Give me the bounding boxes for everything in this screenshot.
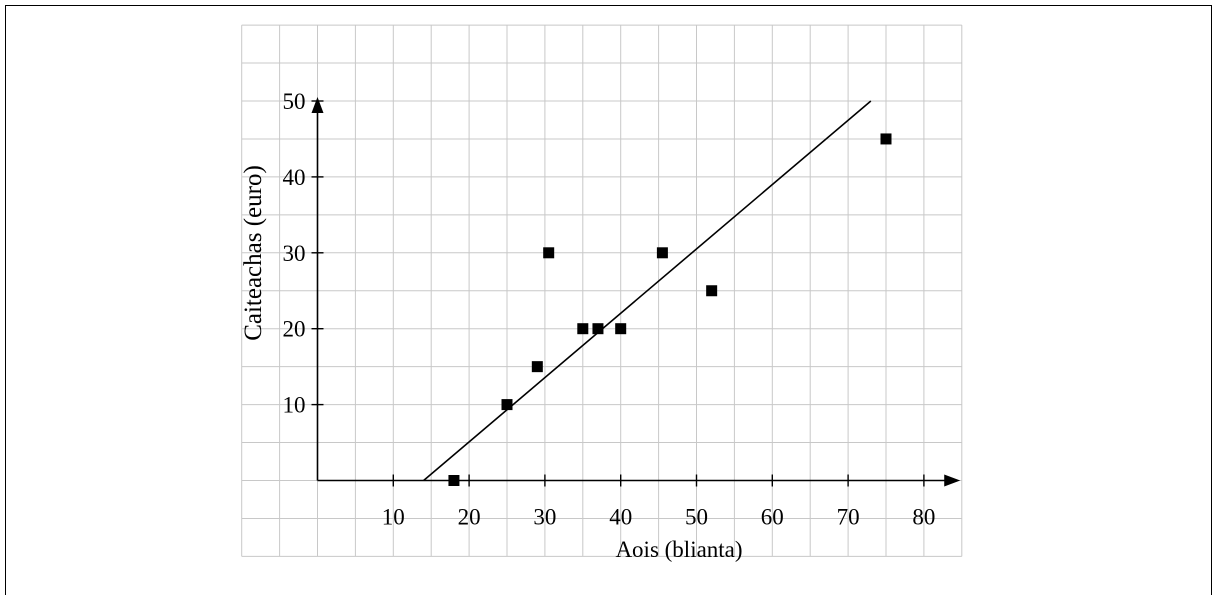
x-tick-label: 50 — [685, 505, 708, 530]
y-tick-label: 20 — [283, 317, 306, 342]
y-axis-arrow — [311, 97, 324, 113]
x-tick-label: 60 — [761, 505, 784, 530]
data-point — [543, 247, 555, 259]
x-tick-label: 70 — [837, 505, 860, 530]
x-tick-label: 80 — [912, 505, 935, 530]
y-tick-label: 30 — [283, 241, 306, 266]
y-tick-label: 50 — [283, 89, 306, 114]
ticks: 10 20 30 40 50 60 70 80 10 20 30 40 50 — [283, 89, 936, 530]
data-point — [592, 323, 604, 335]
grid — [241, 24, 963, 557]
data-points — [448, 133, 892, 486]
data-point — [656, 247, 668, 259]
x-tick-label: 40 — [609, 505, 632, 530]
data-point — [448, 475, 460, 486]
x-axis-arrow — [944, 474, 961, 487]
line-of-best-fit — [423, 100, 872, 482]
x-tick-label: 20 — [458, 505, 481, 530]
axes — [311, 97, 961, 487]
data-point — [577, 323, 589, 335]
y-tick-label: 40 — [283, 165, 306, 190]
x-axis-label: Aois (blianta) — [615, 537, 742, 562]
figure-frame — [5, 5, 1212, 595]
data-point — [706, 285, 718, 297]
y-tick-label: 10 — [283, 393, 306, 418]
data-point — [880, 133, 892, 145]
x-tick-label: 30 — [533, 505, 556, 530]
data-point — [531, 361, 543, 373]
x-tick-label: 10 — [382, 505, 405, 530]
data-point — [501, 399, 513, 411]
y-axis-label: Caiteachas (euro) — [240, 165, 267, 341]
data-point — [615, 323, 627, 335]
